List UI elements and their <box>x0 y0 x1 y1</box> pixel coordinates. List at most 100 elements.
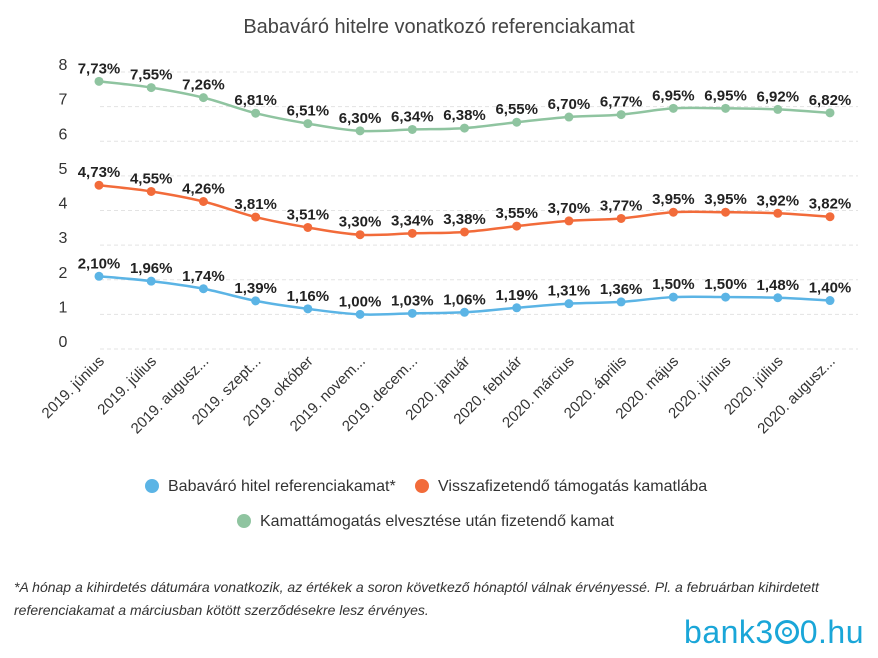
data-label: 1,96% <box>130 260 173 277</box>
data-point <box>773 293 783 303</box>
footnote: *A hónap a kihirdetés dátumára vonatkozi… <box>14 579 819 618</box>
y-tick-label: 4 <box>59 196 68 213</box>
data-point <box>251 296 261 306</box>
data-label: 1,16% <box>287 288 330 305</box>
data-point <box>303 222 313 232</box>
data-label: 6,51% <box>287 103 330 120</box>
data-point <box>198 284 208 294</box>
legend-marker <box>145 479 159 493</box>
data-point <box>564 299 574 309</box>
data-label: 6,77% <box>600 94 643 111</box>
data-label: 3,82% <box>809 196 852 213</box>
data-label: 3,34% <box>391 212 434 229</box>
data-label: 1,00% <box>339 293 382 310</box>
y-tick-label: 3 <box>59 230 68 247</box>
data-label: 6,92% <box>757 88 800 105</box>
y-tick-label: 1 <box>59 299 68 316</box>
series-lines <box>94 76 835 319</box>
data-label: 4,26% <box>182 180 225 197</box>
data-label: 1,50% <box>704 276 747 293</box>
data-point <box>303 119 313 129</box>
legend-label: Visszafizetendő támogatás kamatlába <box>438 478 707 495</box>
data-label: 1,74% <box>182 268 225 285</box>
data-label: 3,38% <box>443 211 486 228</box>
y-tick-label: 5 <box>59 161 68 178</box>
data-point <box>825 108 835 118</box>
data-label: 3,30% <box>339 214 382 231</box>
data-point <box>512 117 522 127</box>
data-label: 3,95% <box>704 191 747 208</box>
data-label: 6,81% <box>234 92 277 109</box>
data-label: 7,55% <box>130 67 173 84</box>
data-label: 1,31% <box>548 283 591 300</box>
legend-label: Kamattámogatás elvesztése után fizetendő… <box>260 513 615 530</box>
data-point <box>460 307 469 317</box>
data-label: 6,55% <box>495 101 538 118</box>
bank360-logo: bank3 0.hu <box>684 614 864 651</box>
data-point <box>355 309 365 319</box>
legend-marker <box>415 479 429 493</box>
data-point <box>773 208 783 218</box>
logo-ring-icon <box>774 620 799 644</box>
data-label: 3,92% <box>757 192 800 209</box>
data-label: 4,73% <box>78 164 121 181</box>
data-label: 6,82% <box>809 92 852 109</box>
data-point <box>146 83 156 93</box>
y-axis-ticks: 0 1 2 3 4 5 6 7 8 <box>59 57 68 351</box>
data-point <box>616 110 626 120</box>
data-point <box>616 297 626 307</box>
data-point <box>407 308 417 318</box>
data-label: 1,19% <box>495 287 538 304</box>
data-point <box>94 271 104 281</box>
data-label: 6,95% <box>704 87 747 104</box>
data-label: 3,70% <box>548 200 591 217</box>
logo-text-start: bank3 <box>684 614 774 650</box>
y-tick-label: 7 <box>59 92 68 109</box>
data-label: 6,38% <box>443 107 486 124</box>
data-point <box>616 213 626 223</box>
data-label: 2,10% <box>78 255 121 272</box>
data-point <box>668 207 678 217</box>
chart-title: Babaváró hitelre vonatkozó referenciakam… <box>243 16 635 38</box>
data-label: 1,40% <box>809 280 852 297</box>
data-point <box>668 292 678 302</box>
data-label: 7,26% <box>182 77 225 94</box>
data-point <box>825 296 835 306</box>
data-label: 3,81% <box>234 196 277 213</box>
data-point <box>355 126 365 136</box>
data-label: 6,30% <box>339 110 382 127</box>
data-point <box>773 104 783 114</box>
data-label: 1,36% <box>600 281 643 298</box>
data-labels: 2,10% 1,96% 1,74% 1,39% 1,16% 1,00% 1,03% 1,06%… <box>78 60 852 310</box>
legend-label: Babaváró hitel referenciakamat* <box>168 478 396 495</box>
data-point <box>721 103 731 113</box>
data-point <box>251 108 261 118</box>
logo-text-end: 0.hu <box>799 614 864 650</box>
data-point <box>146 186 156 196</box>
data-point <box>564 216 574 226</box>
data-point <box>407 124 417 134</box>
data-label: 4,55% <box>130 170 173 187</box>
data-point <box>251 212 261 222</box>
data-point <box>146 276 156 286</box>
data-point <box>512 221 522 231</box>
data-label: 1,48% <box>757 277 800 294</box>
data-label: 1,50% <box>652 276 695 293</box>
data-point <box>564 112 574 122</box>
data-label: 6,95% <box>652 87 695 104</box>
x-tick-label: 2019. június <box>39 353 108 422</box>
data-point <box>512 303 522 313</box>
data-point <box>198 93 208 103</box>
data-label: 3,95% <box>652 191 695 208</box>
data-label: 3,77% <box>600 197 643 214</box>
data-point <box>668 103 678 113</box>
data-point <box>721 207 731 217</box>
data-label: 3,55% <box>495 205 538 222</box>
chart: Babaváró hitelre vonatkozó referenciakam… <box>39 16 858 530</box>
y-tick-label: 2 <box>59 265 68 282</box>
data-label: 6,34% <box>391 108 434 125</box>
data-point <box>825 212 835 222</box>
data-point <box>303 304 313 314</box>
data-point <box>407 228 417 238</box>
